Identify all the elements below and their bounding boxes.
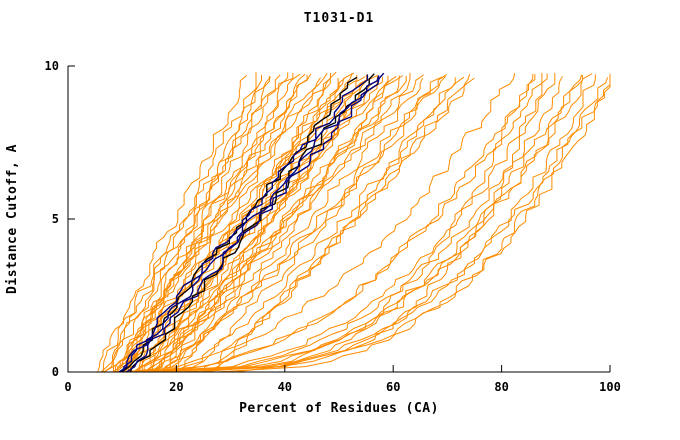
- model-curve: [115, 77, 331, 372]
- model-curve: [123, 73, 312, 373]
- x-tick-label: 60: [386, 380, 400, 394]
- x-tick-label: 0: [64, 380, 71, 394]
- y-tick-label: 5: [52, 212, 59, 226]
- model-curve: [188, 74, 447, 373]
- model-curve: [164, 76, 563, 373]
- model-curve: [165, 77, 424, 373]
- x-tick-label: 20: [169, 380, 183, 394]
- x-axis-label: Percent of Residues (CA): [239, 401, 439, 416]
- model-curve: [160, 76, 446, 373]
- highlight-curve-navy: [122, 74, 369, 373]
- model-curve: [108, 73, 534, 373]
- model-curve: [148, 75, 583, 373]
- model-curve: [103, 72, 289, 373]
- model-curve: [176, 76, 465, 373]
- model-curve: [145, 73, 556, 373]
- model-curve: [215, 77, 609, 373]
- y-tick-label: 0: [52, 365, 59, 379]
- highlighted-model-curves: [118, 72, 385, 373]
- axis-ticks: 0 20 40 60 80 100 0 5 10: [45, 59, 621, 394]
- model-curve: [115, 74, 308, 373]
- model-curve: [136, 76, 611, 373]
- y-axis-label: Distance Cutoff, A: [5, 144, 20, 294]
- highlight-curve-navy: [125, 72, 385, 373]
- x-tick-label: 40: [278, 380, 292, 394]
- model-curve: [129, 72, 328, 372]
- model-curve: [204, 77, 456, 373]
- model-curve: [208, 74, 471, 373]
- model-curve: [97, 75, 248, 373]
- x-tick-label: 100: [599, 380, 621, 394]
- highlight-curve-navy: [118, 75, 380, 373]
- model-curve: [156, 73, 548, 373]
- model-curve: [121, 73, 543, 373]
- model-curve: [150, 76, 443, 373]
- model-curve: [176, 74, 596, 373]
- model-curve: [152, 78, 339, 372]
- model-curve: [184, 73, 611, 373]
- model-curve: [174, 72, 411, 373]
- y-tick-label: 10: [45, 59, 59, 73]
- model-curve: [128, 76, 366, 372]
- model-curve: [154, 76, 407, 373]
- model-curve: [131, 74, 536, 373]
- model-curve: [113, 77, 321, 372]
- model-curve: [123, 73, 294, 373]
- model-curve: [124, 71, 337, 373]
- model-curve: [234, 73, 593, 373]
- x-tick-label: 80: [494, 380, 508, 394]
- highlight-curve-black: [129, 73, 375, 373]
- model-curve: [124, 73, 516, 373]
- model-curve: [102, 76, 272, 372]
- model-curve: [141, 74, 424, 373]
- model-curve: [170, 75, 403, 373]
- chart-title: T1031-D1: [304, 11, 375, 26]
